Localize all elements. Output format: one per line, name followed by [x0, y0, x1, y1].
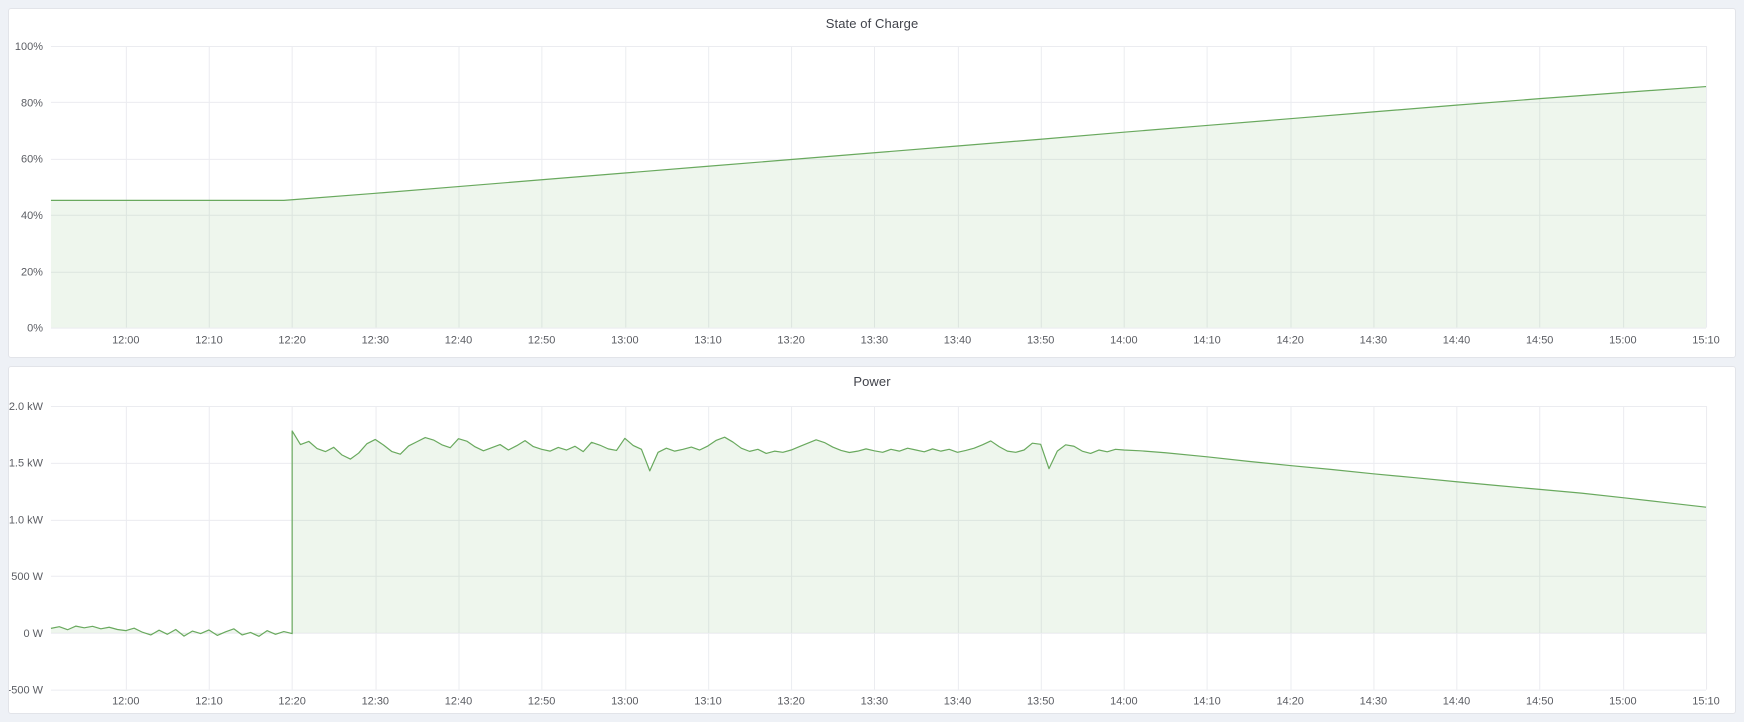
- svg-text:0 W: 0 W: [23, 628, 43, 640]
- svg-text:12:20: 12:20: [278, 696, 305, 708]
- panel-title[interactable]: Power: [853, 373, 891, 389]
- svg-text:14:10: 14:10: [1193, 335, 1220, 347]
- svg-text:12:10: 12:10: [195, 335, 222, 347]
- svg-text:13:40: 13:40: [944, 696, 971, 708]
- power-panel: Power 2.0 kW 1.5 kW 1.0 kW 500 W 0 W -500 W 12…: [8, 366, 1736, 714]
- svg-text:15:00: 15:00: [1609, 335, 1636, 347]
- svg-text:13:30: 13:30: [861, 696, 888, 708]
- svg-text:14:40: 14:40: [1443, 335, 1470, 347]
- svg-text:13:10: 13:10: [694, 335, 721, 347]
- svg-text:13:20: 13:20: [777, 696, 804, 708]
- svg-text:12:10: 12:10: [195, 696, 222, 708]
- panel-title[interactable]: State of Charge: [825, 15, 919, 31]
- svg-text:1.5 kW: 1.5 kW: [9, 458, 44, 470]
- y-axis-labels: 100% 80% 60% 40% 20% 0%: [15, 41, 43, 335]
- svg-text:12:40: 12:40: [445, 696, 472, 708]
- svg-text:14:00: 14:00: [1110, 696, 1137, 708]
- svg-text:1.0 kW: 1.0 kW: [9, 514, 44, 526]
- svg-text:13:00: 13:00: [611, 335, 638, 347]
- svg-text:13:50: 13:50: [1027, 696, 1054, 708]
- series-area: [50, 430, 1707, 637]
- series-area: [50, 86, 1707, 328]
- svg-text:14:50: 14:50: [1526, 335, 1553, 347]
- svg-text:12:00: 12:00: [112, 696, 139, 708]
- svg-text:-500 W: -500 W: [9, 685, 44, 697]
- svg-text:14:30: 14:30: [1360, 335, 1387, 347]
- series-line: [50, 85, 1707, 201]
- panel-header[interactable]: State of Charge: [9, 9, 1735, 37]
- grid: [50, 405, 1708, 691]
- svg-text:12:20: 12:20: [278, 335, 305, 347]
- svg-text:12:50: 12:50: [528, 335, 555, 347]
- state-of-charge-chart[interactable]: 100%80%60%40%20%0%12:00 12:10 12:20 12:30 12…: [9, 37, 1735, 358]
- state-of-charge-panel: State of Charge 100% 80% 60% 40% 20% 0% 12:00 1…: [8, 8, 1736, 358]
- svg-text:12:30: 12:30: [362, 696, 389, 708]
- svg-text:80%: 80%: [21, 97, 43, 109]
- svg-text:14:30: 14:30: [1360, 696, 1387, 708]
- svg-text:13:00: 13:00: [611, 696, 638, 708]
- svg-text:14:20: 14:20: [1276, 335, 1303, 347]
- panel-header[interactable]: Power: [9, 367, 1735, 395]
- svg-text:20%: 20%: [21, 266, 43, 278]
- svg-text:2.0 kW: 2.0 kW: [9, 401, 44, 413]
- svg-text:12:00: 12:00: [112, 335, 139, 347]
- svg-text:13:30: 13:30: [861, 335, 888, 347]
- svg-text:60%: 60%: [21, 154, 43, 166]
- svg-text:13:40: 13:40: [944, 335, 971, 347]
- svg-text:15:10: 15:10: [1692, 335, 1719, 347]
- grid: [50, 45, 1708, 329]
- svg-text:12:40: 12:40: [445, 335, 472, 347]
- svg-text:13:20: 13:20: [777, 335, 804, 347]
- series-line: [50, 430, 1707, 637]
- svg-text:14:10: 14:10: [1193, 696, 1220, 708]
- svg-text:13:10: 13:10: [694, 696, 721, 708]
- panel-body: 100% 80% 60% 40% 20% 0% 12:00 12:10 12:20 12:30 12…: [9, 37, 1735, 358]
- svg-text:12:30: 12:30: [362, 335, 389, 347]
- y-axis-labels: 2.0 kW 1.5 kW 1.0 kW 500 W 0 W -500 W: [9, 401, 44, 697]
- svg-text:14:00: 14:00: [1110, 335, 1137, 347]
- svg-text:14:50: 14:50: [1526, 696, 1553, 708]
- svg-text:14:40: 14:40: [1443, 696, 1470, 708]
- x-axis-labels: 12:00 12:10 12:20 12:30 12:40 12:50 13:00 13:10…: [112, 335, 1720, 347]
- svg-text:13:50: 13:50: [1027, 335, 1054, 347]
- svg-text:0%: 0%: [27, 323, 43, 335]
- svg-text:15:10: 15:10: [1692, 696, 1719, 708]
- svg-text:15:00: 15:00: [1609, 696, 1636, 708]
- svg-text:14:20: 14:20: [1276, 696, 1303, 708]
- svg-text:12:50: 12:50: [528, 696, 555, 708]
- svg-text:40%: 40%: [21, 210, 43, 222]
- svg-text:100%: 100%: [15, 41, 43, 53]
- svg-text:500 W: 500 W: [11, 571, 43, 583]
- x-axis-labels: 12:00 12:10 12:20 12:30 12:40 12:50 13:00 13:10…: [112, 696, 1720, 708]
